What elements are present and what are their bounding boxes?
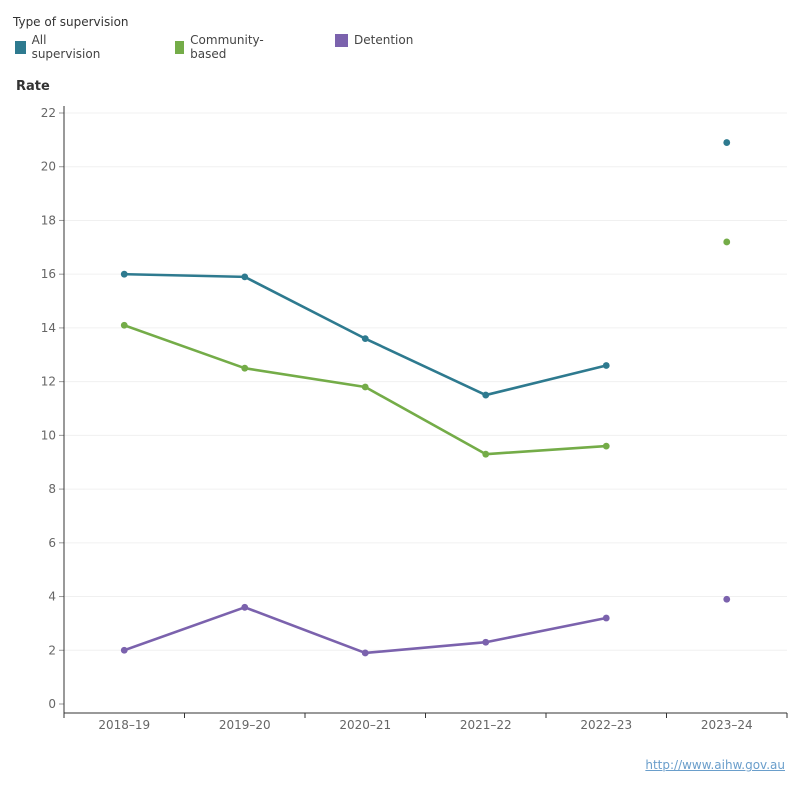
data-point-detention — [241, 603, 249, 611]
legend-title: Type of supervision — [13, 15, 129, 29]
data-point-detention — [482, 638, 490, 646]
data-point-all-supervision — [482, 391, 490, 399]
y-tick-label: 10 — [41, 428, 56, 442]
data-point-community-based — [482, 450, 490, 458]
y-tick-label: 6 — [48, 536, 56, 550]
y-tick-label: 2 — [48, 643, 56, 657]
data-point-detention — [723, 595, 731, 603]
x-tick-label: 2020–21 — [339, 718, 391, 732]
legend-swatch-all-supervision — [15, 40, 26, 54]
legend-label-detention: Detention — [354, 33, 414, 47]
y-tick-label: 16 — [41, 267, 56, 281]
source-link[interactable]: http://www.aihw.gov.au — [645, 758, 785, 772]
y-tick-label: 18 — [41, 213, 56, 227]
data-point-all-supervision — [120, 270, 128, 278]
data-point-all-supervision — [723, 139, 731, 146]
y-tick-label: 8 — [48, 482, 56, 496]
data-point-community-based — [602, 442, 610, 450]
legend-item-community-based[interactable]: Community-based — [175, 33, 268, 61]
x-tick-label: 2021–22 — [460, 718, 512, 732]
x-tick-label: 2019–20 — [219, 718, 271, 732]
series-line-detention — [122, 605, 608, 655]
series-line-all-supervision — [122, 272, 608, 397]
data-point-detention — [120, 646, 128, 654]
data-point-community-based — [723, 238, 731, 246]
data-point-detention — [361, 649, 369, 657]
y-tick-label: 4 — [48, 590, 56, 604]
y-tick-label: 12 — [41, 375, 56, 389]
x-tick-label: 2022–23 — [580, 718, 632, 732]
legend-item-detention[interactable]: Detention — [335, 33, 413, 47]
legend-swatch-community-based — [175, 40, 185, 54]
y-tick-label: 14 — [41, 321, 56, 335]
legend-swatch-detention — [335, 33, 348, 47]
data-point-detention — [602, 614, 610, 622]
data-point-community-based — [241, 364, 249, 372]
legend-item-all-supervision[interactable]: All supervision — [15, 33, 103, 61]
data-point-all-supervision — [241, 273, 249, 281]
x-tick-label: 2018–19 — [98, 718, 150, 732]
legend-label-all-supervision: All supervision — [31, 33, 101, 61]
data-point-all-supervision — [361, 335, 369, 343]
data-point-community-based — [361, 383, 369, 391]
y-axis-title: Rate — [16, 79, 50, 94]
x-tick-label: 2023–24 — [701, 718, 753, 732]
data-point-community-based — [120, 321, 128, 329]
data-point-all-supervision — [602, 362, 610, 369]
legend-label-community-based: Community-based — [190, 33, 264, 61]
y-tick-label: 22 — [41, 106, 56, 120]
y-tick-label: 0 — [48, 697, 56, 711]
y-tick-label: 20 — [41, 160, 56, 174]
